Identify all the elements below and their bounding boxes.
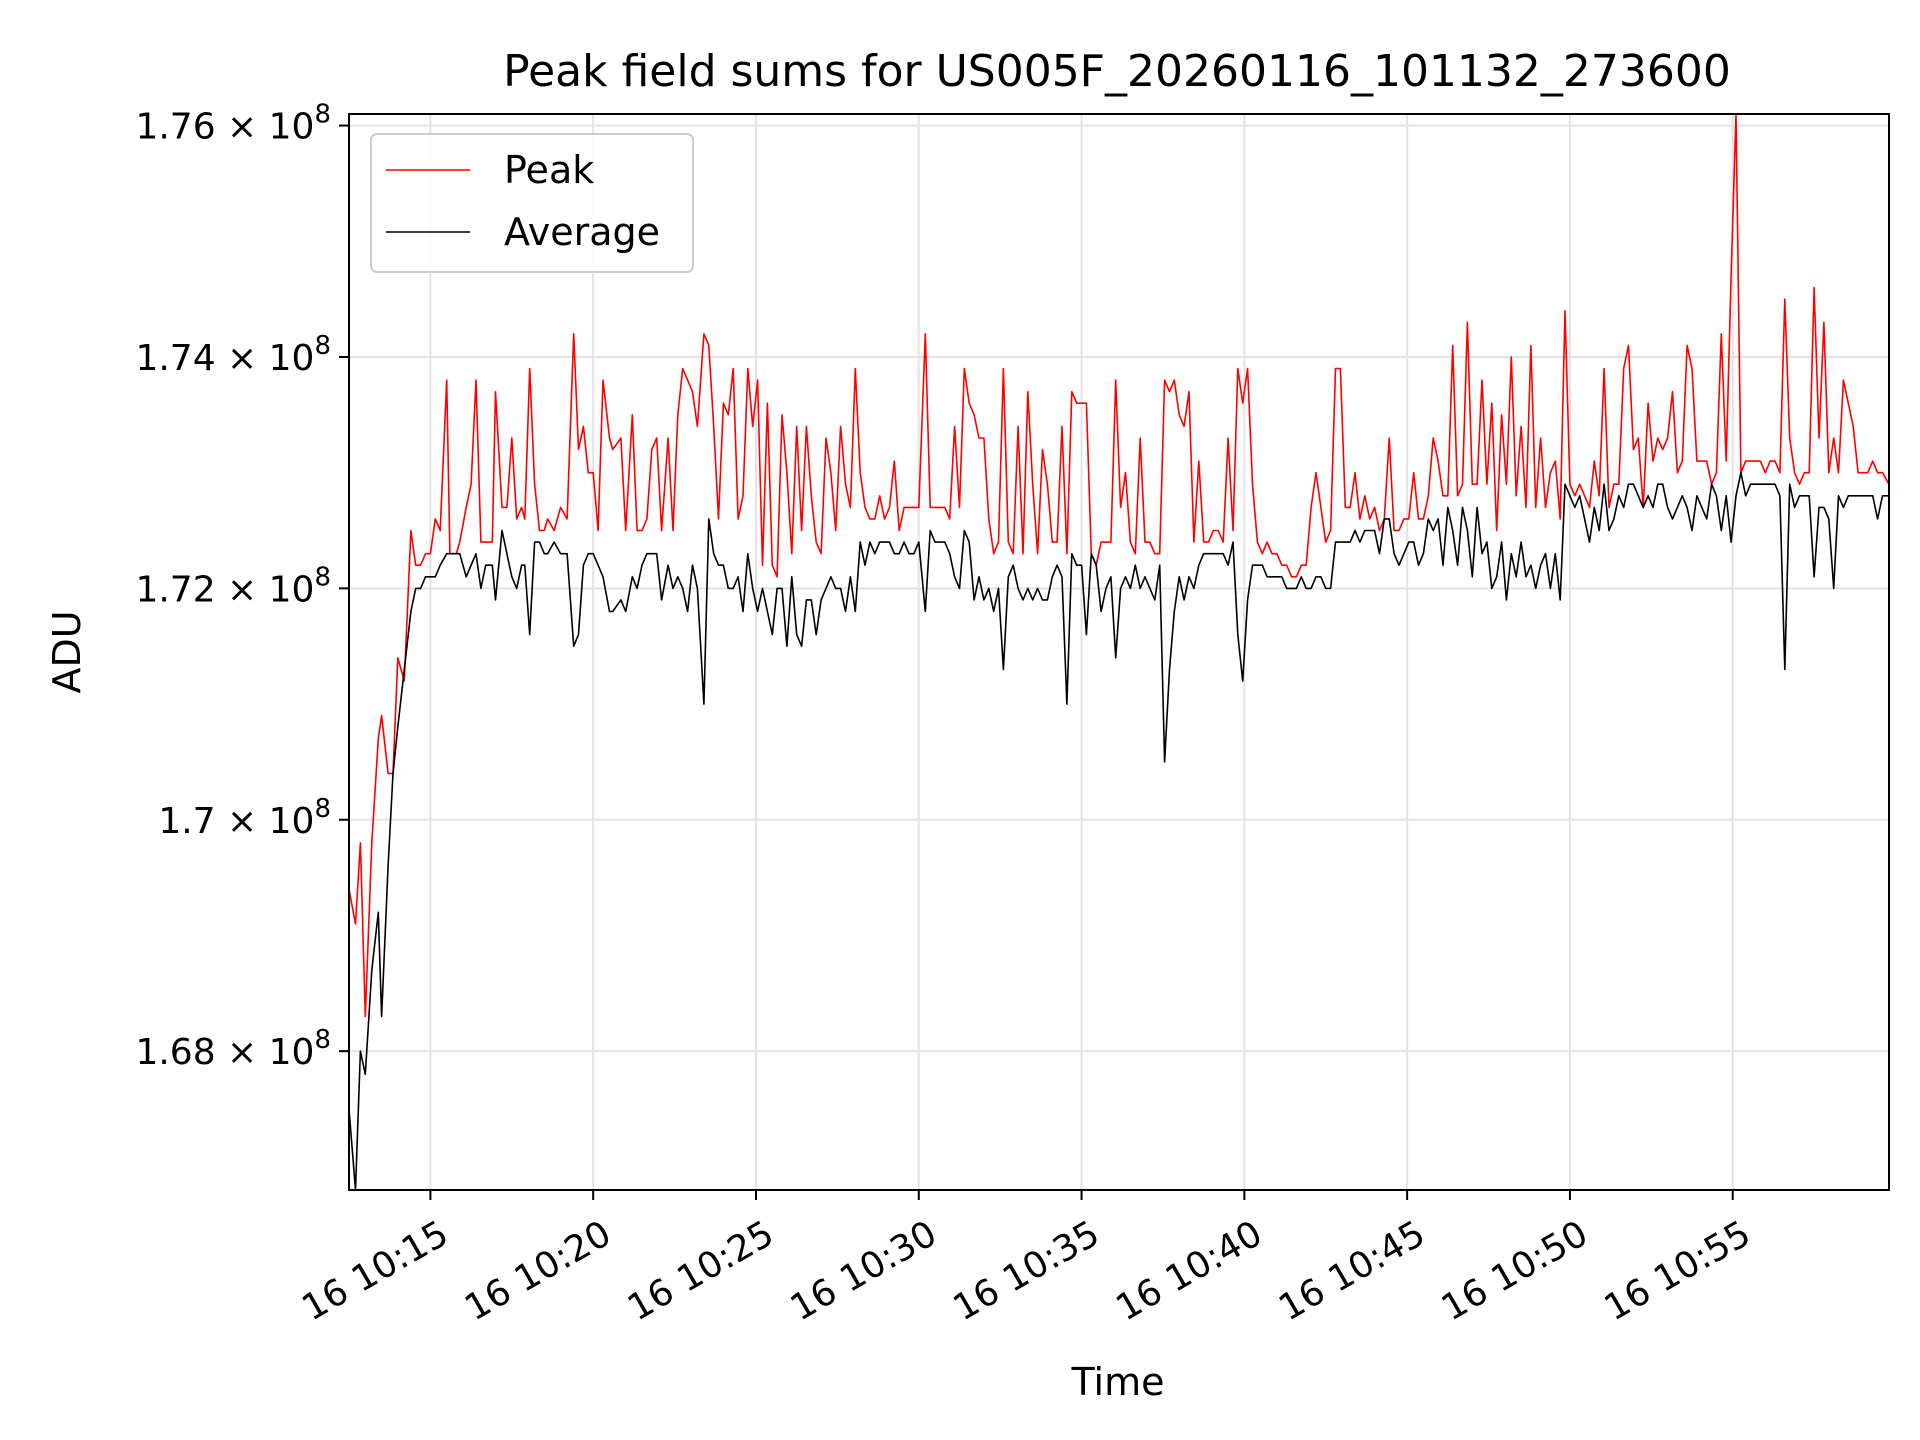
- y-tick-label: 1.7 × 108: [158, 794, 331, 842]
- series-line-peak: [349, 114, 1889, 1018]
- y-axis-label: ADU: [45, 610, 89, 693]
- x-axis-label: Time: [1071, 1360, 1165, 1404]
- plot-frame: [348, 113, 1890, 1191]
- legend-label-peak: Peak: [504, 148, 594, 192]
- legend: Peak Average: [370, 133, 694, 273]
- y-tick-label: 1.68 × 108: [135, 1025, 331, 1073]
- y-tick-label: 1.76 × 108: [135, 100, 331, 148]
- y-axis: 1.68 × 108 1.7 × 108 1.72 × 108 1.74 × 108 1…: [135, 100, 349, 1073]
- series-line-average: [349, 471, 1889, 1190]
- y-tick-label: 1.74 × 108: [135, 331, 331, 379]
- chart-title: Peak field sums for US005F_20260116_1011…: [503, 46, 1731, 97]
- legend-label-average: Average: [504, 210, 660, 254]
- y-tick-label: 1.72 × 108: [135, 562, 331, 610]
- legend-box: [370, 133, 694, 273]
